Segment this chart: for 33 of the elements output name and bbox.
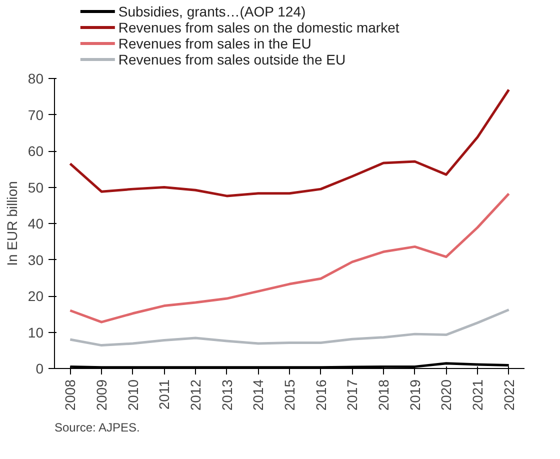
x-tick-label: 2020: [438, 379, 454, 411]
x-tick-label: 2009: [94, 379, 110, 411]
x-tick-label: 2010: [124, 379, 141, 411]
source-note: Source: AJPES.: [54, 420, 140, 434]
line-series: [68, 192, 510, 324]
x-tick-label: 2022: [500, 379, 517, 411]
x-tick-label: 2021: [470, 379, 486, 411]
y-tick-label: 70: [28, 106, 44, 123]
x-tick-label: 2018: [376, 379, 392, 411]
line-series: [68, 308, 510, 347]
y-tick-label: 10: [28, 324, 44, 340]
y-axis-title: In EUR billion: [4, 181, 20, 266]
y-tick-label: 20: [28, 288, 44, 304]
x-tick-label: 2016: [312, 379, 329, 411]
x-tick-label: 2019: [406, 379, 423, 411]
x-tick-label: 2017: [344, 379, 360, 411]
legend-label: Revenues from sales outside the EU: [118, 52, 346, 68]
legend-label: Subsidies, grants…(AOP 124): [118, 4, 306, 20]
y-tick-label: 60: [28, 143, 44, 159]
x-tick-label: 2011: [156, 379, 172, 410]
y-tick-label: 40: [28, 216, 44, 232]
x-tick-label: 2014: [250, 379, 266, 411]
y-tick-label: 50: [28, 179, 44, 196]
x-tick-label: 2015: [282, 379, 298, 411]
legend-label: Revenues from sales on the domestic market: [118, 20, 400, 36]
x-tick-label: 2012: [188, 379, 204, 411]
legend-label: Revenues from sales in the EU: [118, 36, 312, 52]
x-tick-label: 2008: [62, 379, 78, 411]
x-tick-label: 2013: [218, 379, 235, 411]
line-series: [68, 88, 510, 198]
y-tick-label: 80: [28, 70, 44, 86]
y-tick-label: 0: [36, 360, 44, 376]
y-tick-label: 30: [28, 252, 44, 268]
